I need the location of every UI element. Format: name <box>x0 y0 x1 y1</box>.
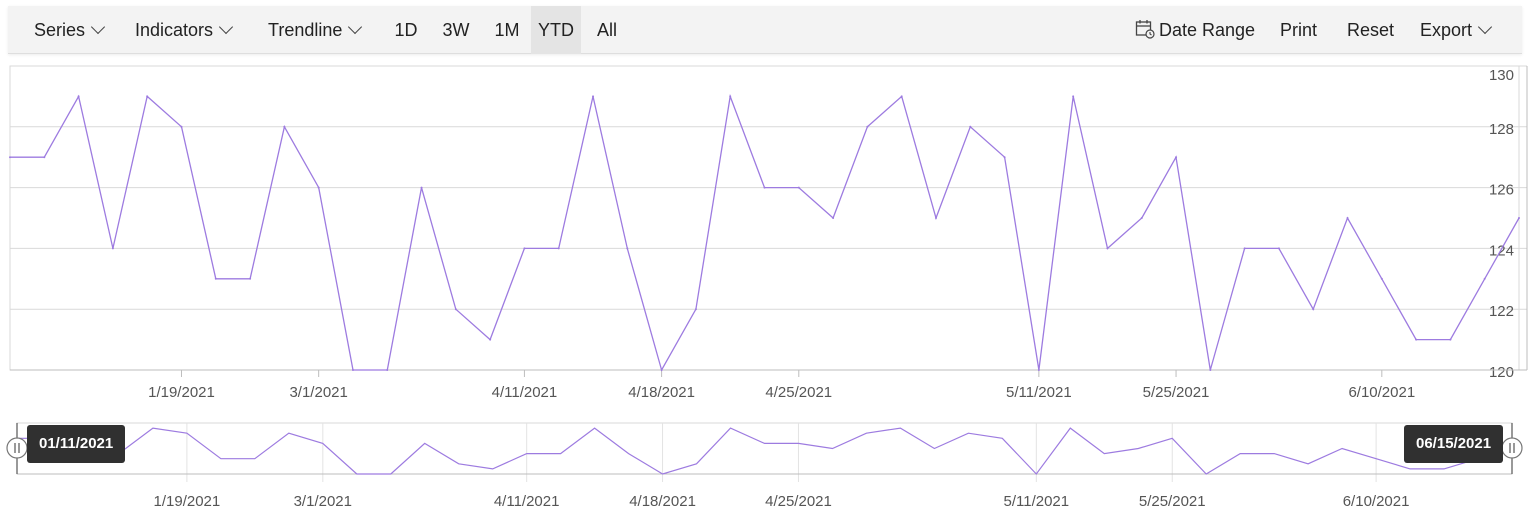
y-tick-label: 130 <box>1489 67 1514 84</box>
navigator-x-tick-label: 4/18/2021 <box>629 493 696 510</box>
data-point <box>1209 369 1212 371</box>
calendar-icon <box>1135 20 1155 39</box>
data-point <box>797 186 800 189</box>
main-plot-area: 120 122 124 126 128 130 1/19/2021 3/1/2021 4/11/… <box>9 65 1528 401</box>
x-tick-label: 6/10/2021 <box>1348 384 1415 401</box>
x-tick-label: 4/18/2021 <box>628 384 695 401</box>
data-point <box>1175 156 1178 159</box>
navigator-x-tick-label: 3/1/2021 <box>294 493 352 510</box>
data-point <box>592 95 595 98</box>
data-point <box>1483 277 1486 280</box>
period-1d-button[interactable]: 1D <box>394 20 418 40</box>
data-point <box>386 369 389 371</box>
period-all-button[interactable]: All <box>596 20 617 40</box>
data-point <box>351 369 354 371</box>
data-point <box>1346 217 1349 219</box>
navigator-x-tick-label: 4/25/2021 <box>765 493 832 510</box>
navigator-border <box>16 422 1513 475</box>
period-3w-button[interactable]: 3W <box>442 20 470 40</box>
data-point <box>317 186 320 189</box>
x-tick-label: 5/11/2021 <box>1006 384 1072 401</box>
navigator-x-tick-label: 5/11/2021 <box>1004 493 1070 510</box>
data-point <box>1415 338 1418 341</box>
data-point <box>420 186 423 189</box>
data-point <box>729 95 732 98</box>
data-point <box>1140 217 1143 219</box>
data-point <box>1037 369 1040 371</box>
data-point <box>660 369 663 371</box>
navigator-x-tick-label: 4/11/2021 <box>494 493 560 510</box>
trendline-dropdown[interactable]: Trendline <box>268 6 363 54</box>
series-dropdown[interactable]: Series <box>34 6 106 54</box>
reset-button[interactable]: Reset <box>1347 20 1395 40</box>
data-point <box>9 156 11 159</box>
x-tick-label: 3/1/2021 <box>289 384 347 401</box>
x-tick-label: 4/11/2021 <box>492 384 558 401</box>
data-point <box>832 217 835 219</box>
data-point <box>900 95 903 98</box>
x-tick-label: 5/25/2021 <box>1143 384 1210 401</box>
data-point <box>180 125 183 128</box>
navigator-start-label: 01/11/2021 <box>27 425 126 463</box>
data-point <box>1449 338 1452 341</box>
navigator-x-tick-label: 5/25/2021 <box>1139 493 1206 510</box>
data-point <box>1277 247 1280 250</box>
data-point <box>43 156 46 159</box>
data-point <box>969 125 972 128</box>
data-point <box>1380 277 1383 280</box>
x-tick-label: 1/19/2021 <box>148 384 215 401</box>
range-navigator[interactable]: 1/19/2021 3/1/2021 4/11/2021 4/18/2021 4/25/… <box>6 422 1523 510</box>
navigator-end-thumb[interactable] <box>1501 437 1523 459</box>
data-point <box>763 186 766 189</box>
data-point <box>111 247 114 250</box>
export-dropdown[interactable]: Export <box>1420 6 1493 54</box>
data-point <box>214 277 217 280</box>
y-tick-label: 122 <box>1489 303 1514 320</box>
data-point <box>249 277 252 280</box>
date-range-button[interactable]: Date Range <box>1135 6 1255 54</box>
data-point <box>866 125 869 128</box>
y-tick-label: 128 <box>1489 121 1514 138</box>
y-tick-label: 120 <box>1489 364 1514 381</box>
data-point <box>77 95 80 98</box>
data-point <box>1003 156 1006 159</box>
data-point <box>454 308 457 311</box>
data-point <box>557 247 560 250</box>
print-button[interactable]: Print <box>1280 20 1318 40</box>
data-point <box>489 338 492 341</box>
data-point <box>146 95 149 98</box>
y-tick-label: 124 <box>1489 242 1514 259</box>
indicators-dropdown[interactable]: Indicators <box>135 6 234 54</box>
navigator-start-thumb[interactable] <box>6 437 28 459</box>
navigator-x-tick-label: 1/19/2021 <box>154 493 221 510</box>
period-ytd-button[interactable]: YTD <box>531 6 581 54</box>
data-point <box>523 247 526 250</box>
data-point <box>1518 217 1520 219</box>
data-point <box>626 247 629 250</box>
chart-toolbar: Series Indicators Trendline 1D 3W 1M YTD… <box>8 6 1522 54</box>
trendline-label: Trendline <box>268 20 343 40</box>
navigator-end-label: 06/15/2021 <box>1404 425 1504 463</box>
y-tick-label: 126 <box>1489 182 1514 199</box>
data-point <box>934 217 937 219</box>
date-range-label: Date Range <box>1159 20 1256 40</box>
data-point <box>1106 247 1109 250</box>
data-point <box>694 308 697 311</box>
data-point <box>1243 247 1246 250</box>
export-label: Export <box>1420 20 1473 40</box>
plot-border <box>9 65 1520 371</box>
data-point <box>1072 95 1075 98</box>
data-point <box>1312 308 1315 311</box>
data-point <box>283 125 286 128</box>
navigator-x-tick-label: 6/10/2021 <box>1343 493 1410 510</box>
indicators-label: Indicators <box>135 20 214 40</box>
series-label: Series <box>34 20 86 40</box>
period-1m-button[interactable]: 1M <box>494 20 520 40</box>
navigator-series-line <box>17 427 1513 475</box>
x-tick-label: 4/25/2021 <box>765 384 832 401</box>
